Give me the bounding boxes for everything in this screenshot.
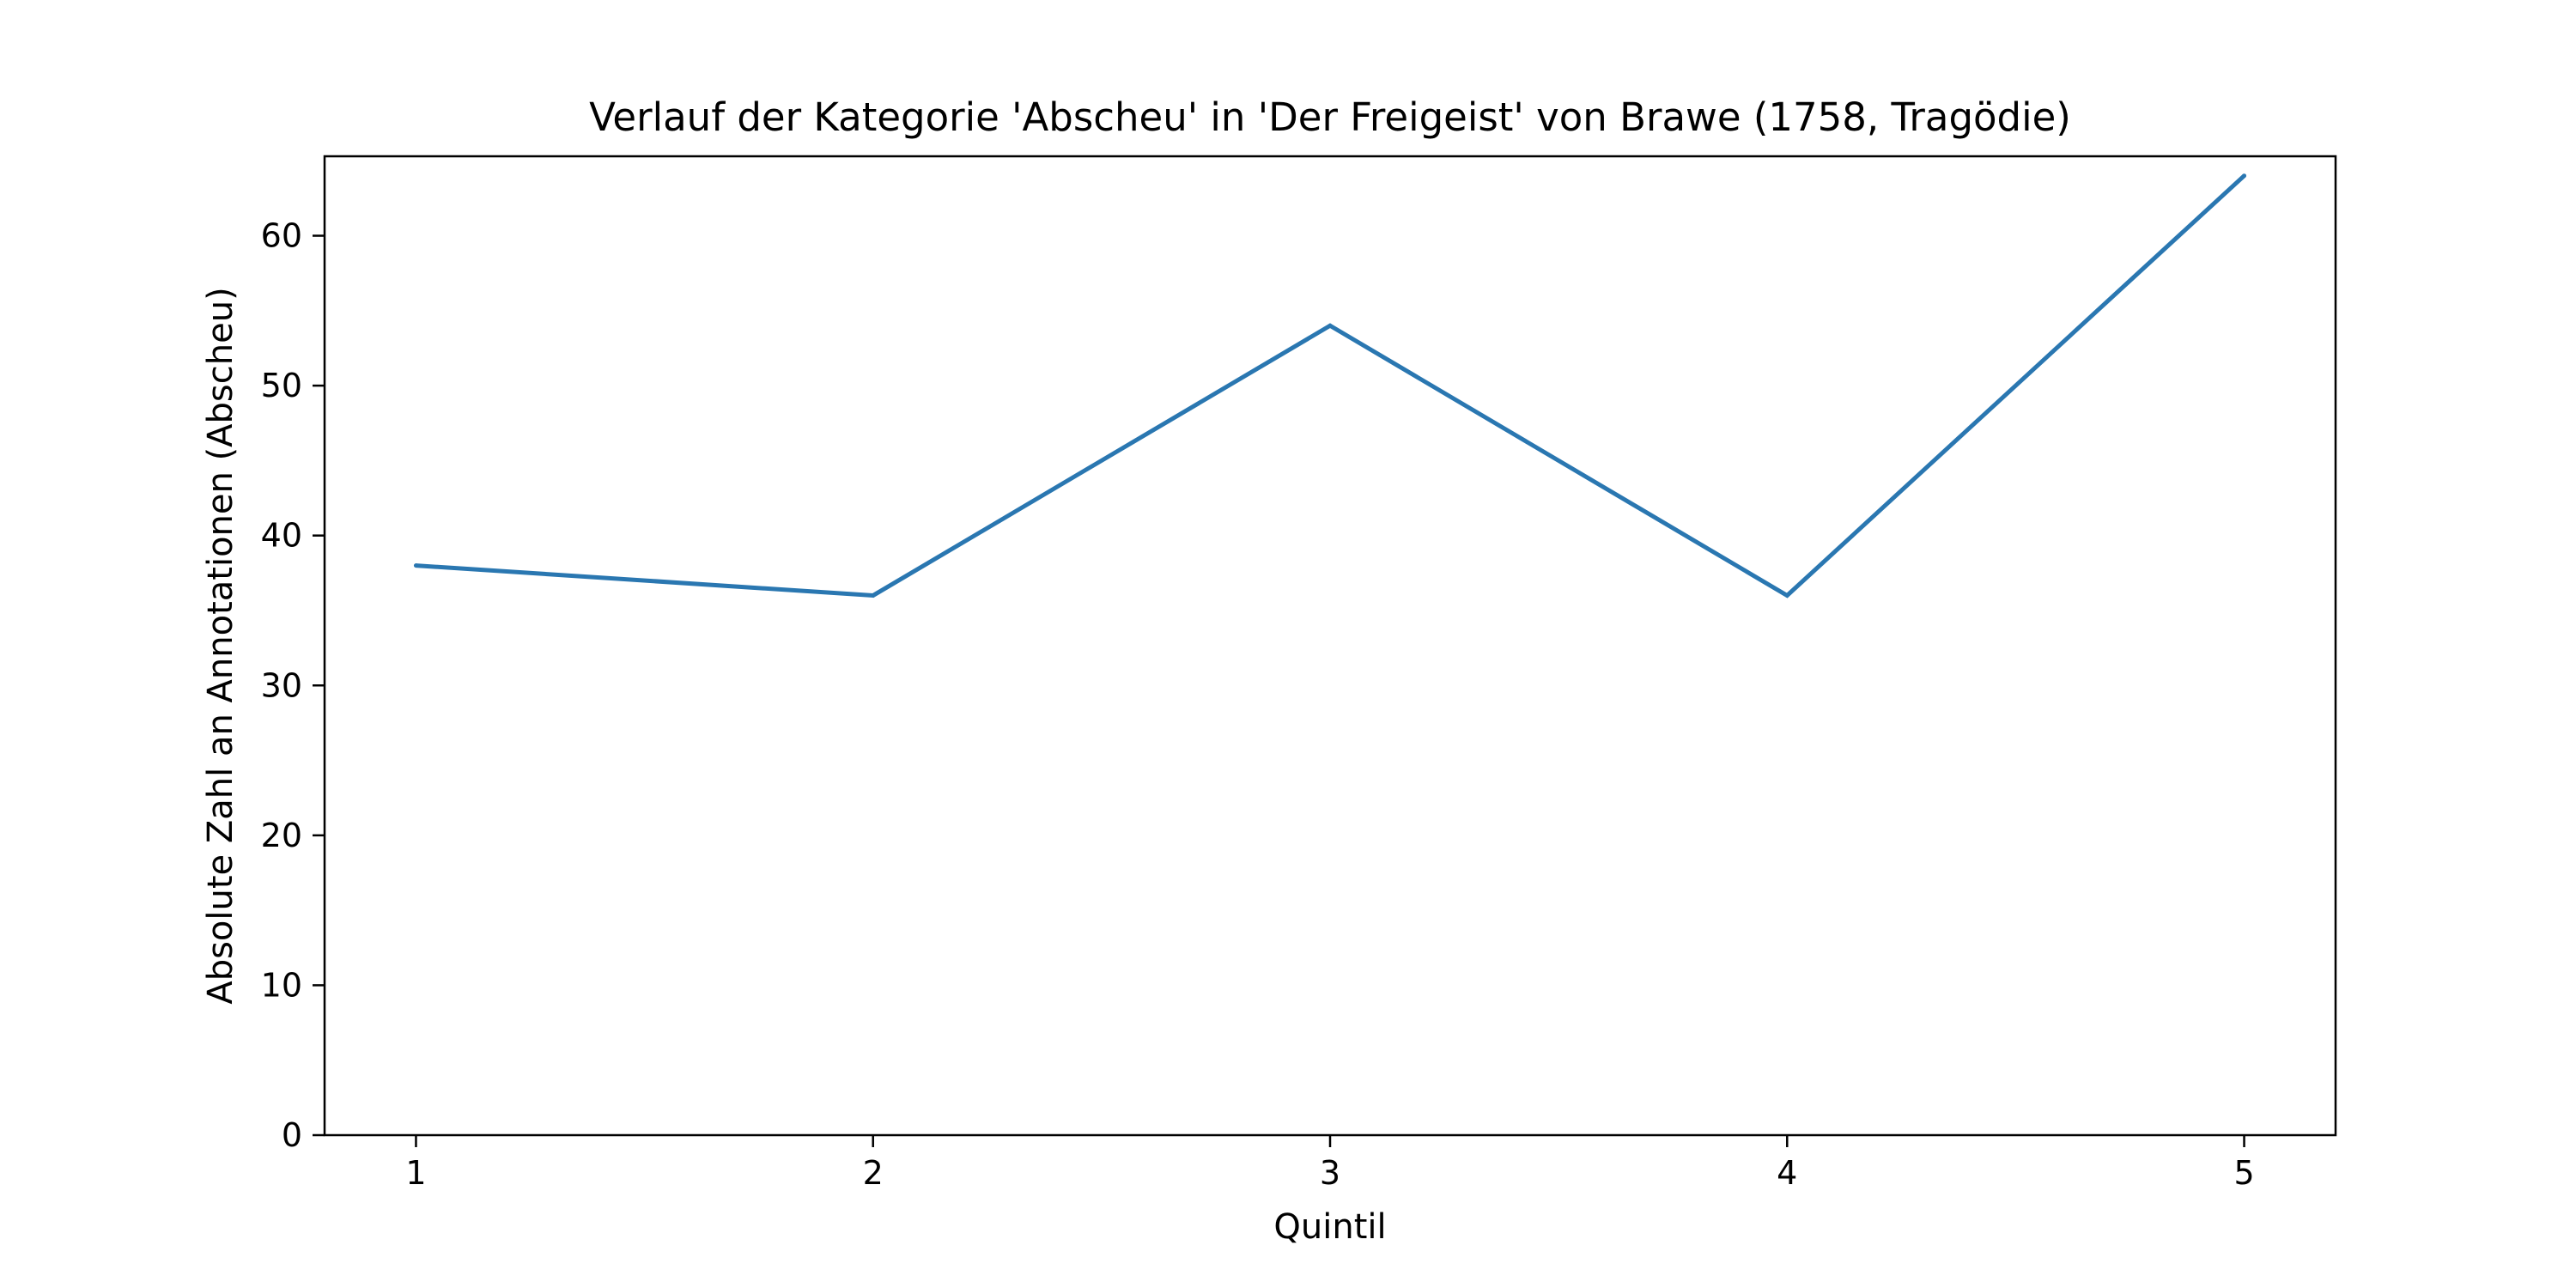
y-tick-label-1: 0 [282,1116,302,1154]
y-tick-label-2: 10 [261,966,302,1004]
data-point-1-4 [1784,593,1789,598]
plot-content [413,173,2247,598]
y-tick-label-6: 50 [261,367,302,404]
x-axis-label: Quintil [1273,1207,1386,1247]
y-tick-label-5: 40 [261,517,302,555]
data-point-1-5 [2242,173,2247,179]
y-axis-ticks: 0 10 20 30 40 50 60 [261,217,325,1154]
x-tick-label-4: 4 [1777,1154,1797,1192]
y-tick-label-7: 60 [261,217,302,255]
data-point-1-1 [413,563,418,568]
x-tick-label-1: 1 [405,1154,426,1192]
chart-title: Verlauf der Kategorie 'Abscheu' in 'Der … [589,94,2071,140]
x-tick-label-3: 3 [1320,1154,1340,1192]
x-axis-ticks: 1 2 3 4 5 [405,1135,2255,1192]
x-tick-label-5: 5 [2233,1154,2254,1192]
data-point-1-3 [1327,323,1333,328]
x-tick-label-2: 2 [863,1154,884,1192]
y-tick-label-4: 30 [261,666,302,704]
data-point-1-2 [871,593,876,598]
y-axis-label: Absolute Zahl an Annotationen (Abscheu) [201,287,240,1004]
y-tick-label-3: 20 [261,817,302,854]
